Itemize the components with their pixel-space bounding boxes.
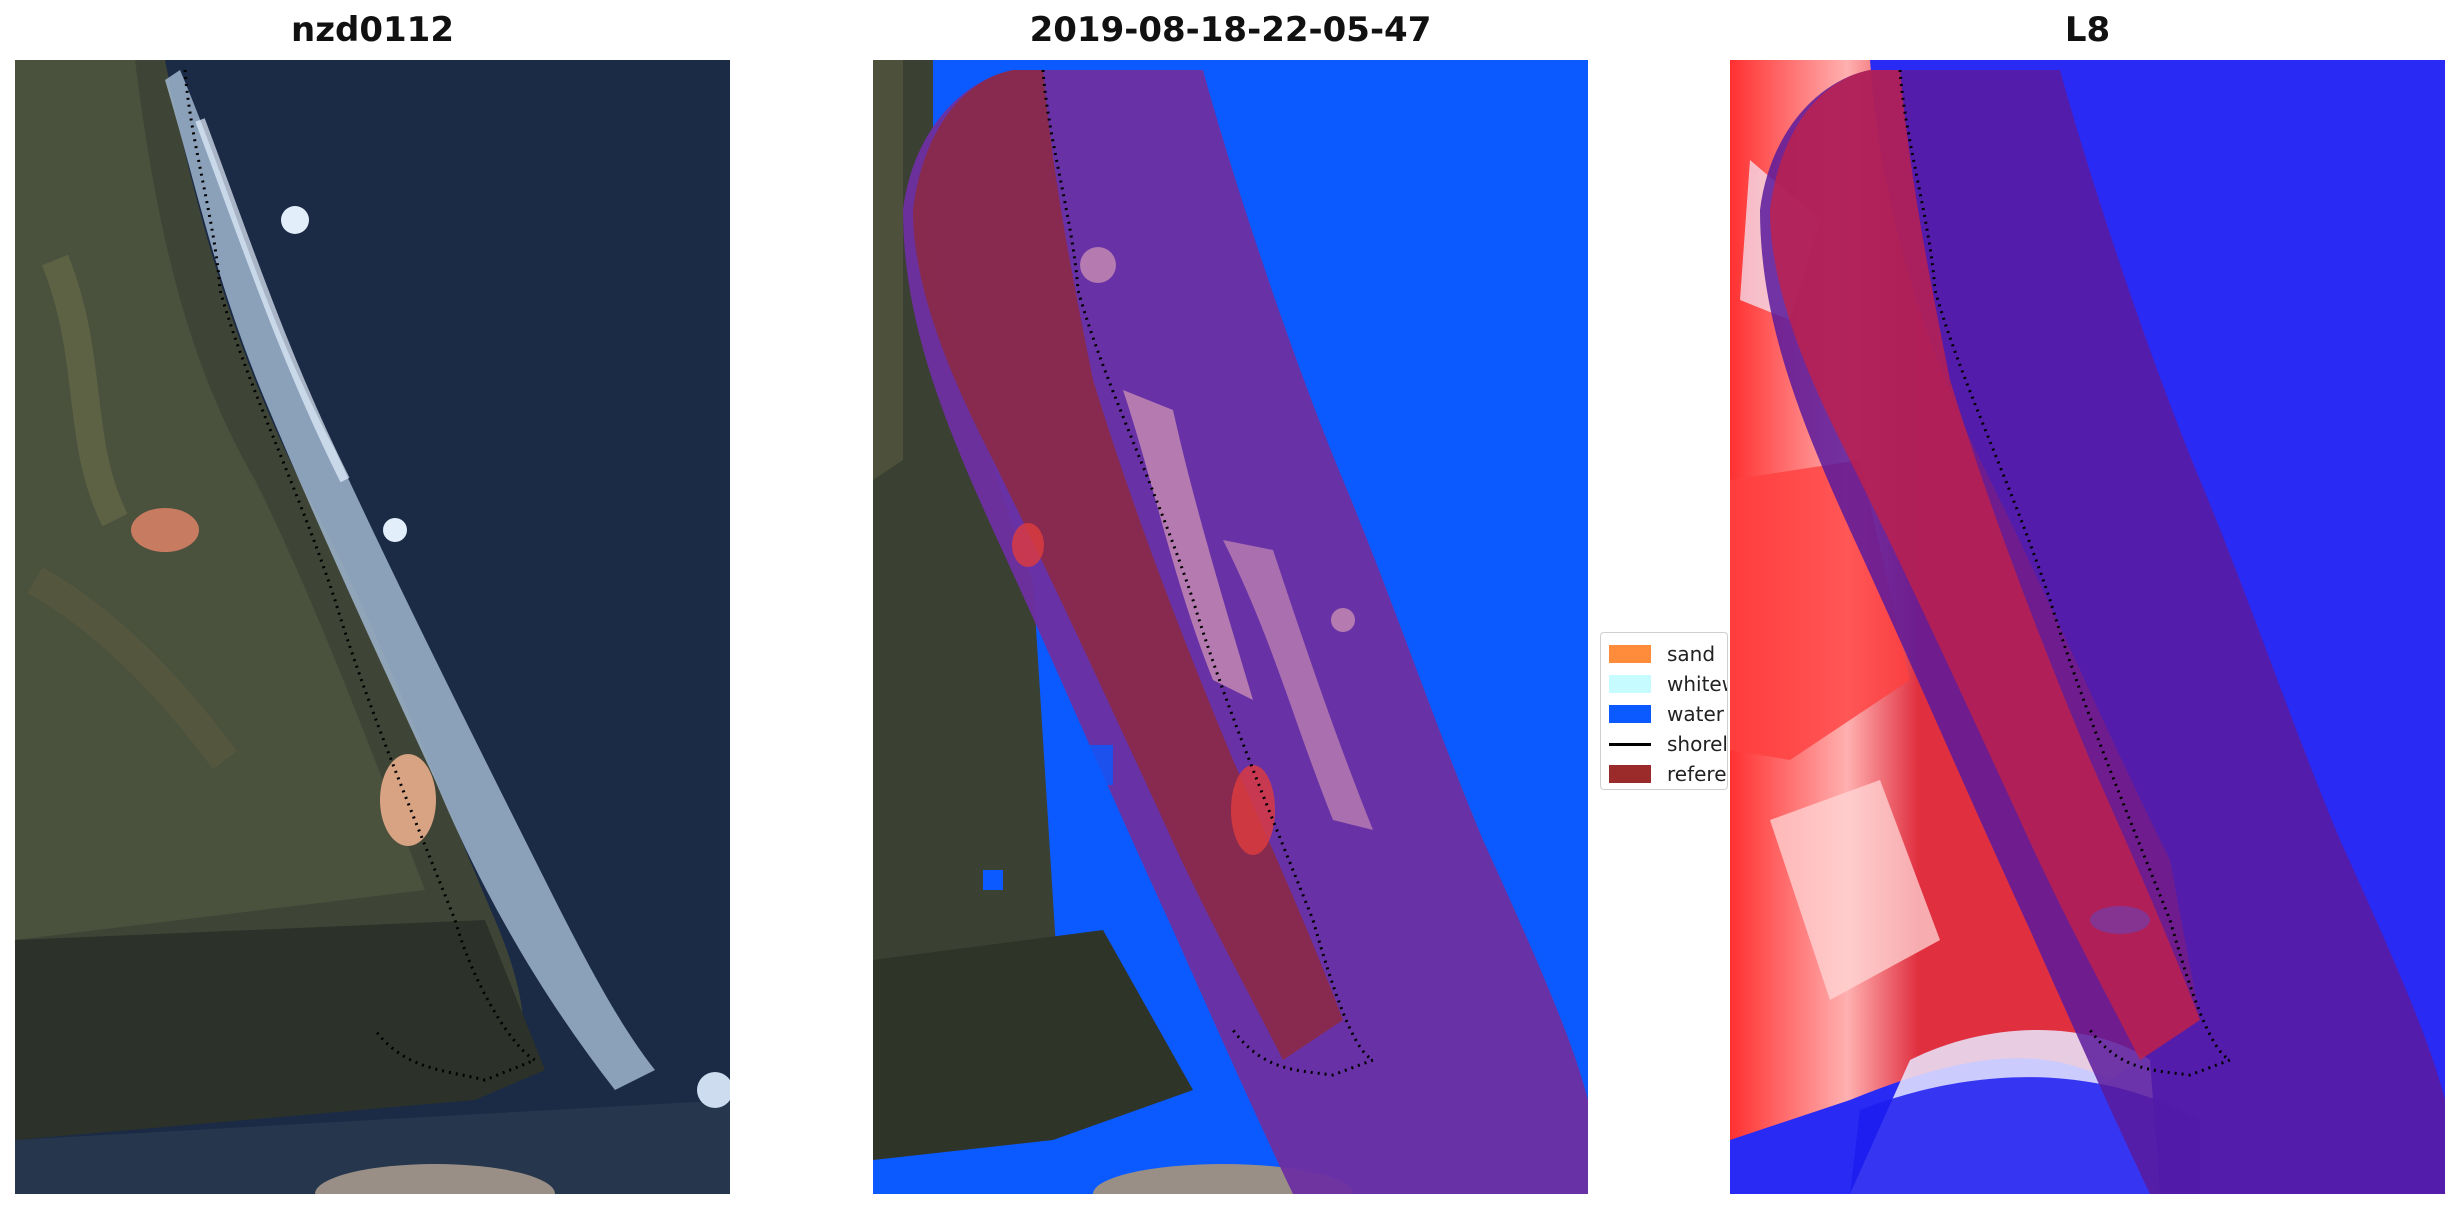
shoreline-line bbox=[1041, 69, 1377, 1077]
legend-label-sand: sand bbox=[1667, 642, 1716, 666]
rgb-image bbox=[15, 60, 730, 1194]
sand-swatch bbox=[1609, 645, 1651, 663]
panel-title-rgb: nzd0112 bbox=[291, 10, 454, 50]
legend-label-shoreline: shoreline bbox=[1667, 732, 1728, 756]
classification-panel bbox=[873, 60, 1588, 1194]
shoreline-line bbox=[1898, 69, 2234, 1077]
whitewater-swatch bbox=[1609, 675, 1651, 693]
legend-label-reference: reference shoreline buffer bbox=[1667, 762, 1727, 786]
rgb-image-panel bbox=[15, 60, 730, 1194]
legend-item-reference: reference shoreline buffer bbox=[1609, 759, 1727, 789]
shoreline-swatch bbox=[1609, 742, 1651, 746]
index-image bbox=[1730, 60, 2445, 1194]
reference-swatch bbox=[1609, 765, 1651, 783]
legend-item-shoreline: shoreline bbox=[1609, 729, 1727, 759]
legend-item-water: water bbox=[1609, 699, 1727, 729]
water-swatch bbox=[1609, 705, 1651, 723]
legend-item-sand: sand bbox=[1609, 639, 1727, 669]
classification-image bbox=[873, 60, 1588, 1194]
index-panel bbox=[1730, 60, 2445, 1194]
legend-label-water: water bbox=[1667, 702, 1724, 726]
panel-title-index: L8 bbox=[2064, 10, 2111, 50]
panel-title-classification: 2019-08-18-22-05-47 bbox=[1029, 10, 1432, 50]
